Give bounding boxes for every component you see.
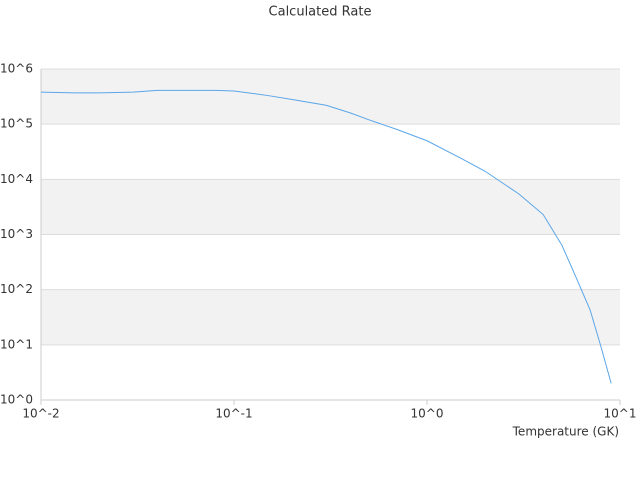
grid-band: [41, 179, 620, 235]
x-tick-label: 10^-2: [22, 407, 59, 421]
y-tick-label: 10^6: [0, 62, 33, 76]
x-tick-label: 10^1: [604, 407, 637, 421]
chart-title: Calculated Rate: [269, 5, 372, 20]
y-tick-label: 10^5: [0, 117, 33, 131]
y-tick-label: 10^2: [0, 282, 33, 296]
x-axis-label: Temperature (GK): [512, 425, 619, 439]
y-tick-label: 10^0: [0, 393, 33, 407]
y-tick-label: 10^4: [0, 172, 33, 186]
x-tick-label: 10^0: [411, 407, 444, 421]
x-tick-label: 10^-1: [215, 407, 252, 421]
data-line: [40, 89, 612, 384]
y-tick-label: 10^1: [0, 337, 33, 351]
y-tick-label: 10^3: [0, 227, 33, 241]
grid-band: [41, 69, 620, 125]
grid-band: [41, 289, 620, 345]
